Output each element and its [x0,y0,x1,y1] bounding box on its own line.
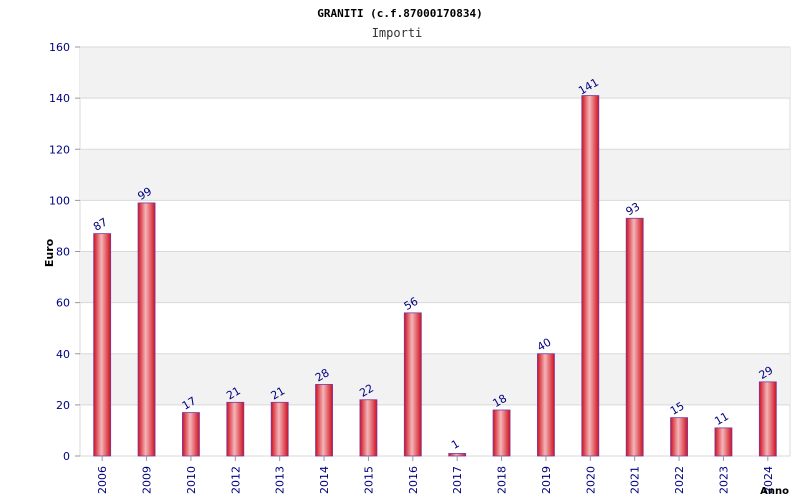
value-label-2021: 93 [624,200,643,218]
x-axis-label: Anno [760,486,789,497]
bar-2006 [93,233,112,457]
bar-2010 [182,412,200,457]
x-tick-label-2016: 2016 [407,466,420,494]
value-label-2013: 21 [269,384,288,402]
y-tick-label: 160 [49,41,70,54]
bar-2023 [714,427,733,457]
x-tick-label-2017: 2017 [451,466,464,494]
value-label-2022: 15 [668,399,687,417]
bar-2021 [625,217,644,457]
bar-2013 [270,401,289,457]
bar-2017 [448,453,467,457]
y-tick-label: 20 [56,399,70,412]
x-tick-label-2023: 2023 [717,466,730,494]
y-tick-label: 40 [56,348,70,361]
x-tick-label-2024: 2024 [762,466,775,494]
y-tick-label: 0 [63,450,70,463]
value-label-2015: 22 [357,382,376,400]
x-axis-ticks: 2006 2009 2010 2012 2013 2014 2015 2016 2017 2018… [96,456,775,494]
x-tick-label-2012: 2012 [229,466,242,494]
bar-2016 [403,312,422,457]
x-tick-label-2009: 2009 [141,466,154,494]
plot-background [79,46,791,457]
y-tick-label: 80 [56,246,70,259]
y-tick-label: 100 [49,194,70,207]
y-tick-label: 60 [56,297,70,310]
y-tick-label: 140 [49,92,70,105]
value-label-2009: 99 [136,185,155,203]
x-tick-label-2010: 2010 [185,466,198,494]
x-tick-label-2019: 2019 [540,466,553,494]
x-tick-label-2020: 2020 [584,466,597,494]
value-label-2019: 40 [535,336,554,354]
x-tick-label-2018: 2018 [496,466,509,494]
y-axis-label: Euro [43,238,56,267]
chart-title: GRANITI (c.f.87000170834) [317,7,483,20]
grid-band [80,251,790,303]
bars [93,95,777,457]
bar-2022 [670,417,688,457]
x-tick-label-2021: 2021 [629,466,642,494]
value-label-2023: 11 [712,410,731,428]
chart-subtitle: Importi [372,26,423,40]
value-label-2010: 17 [180,394,199,412]
bar-2012 [226,401,245,457]
x-tick-label-2022: 2022 [673,466,686,494]
value-label-2014: 28 [313,366,332,384]
grid-band [80,149,790,201]
x-tick-label-2006: 2006 [96,466,109,494]
value-label-2012: 21 [224,384,243,402]
x-tick-label-2015: 2015 [362,466,375,494]
value-label-2024: 29 [757,364,776,382]
bar-2018 [492,409,511,457]
bar-2020 [581,95,600,457]
bar-2015 [359,399,378,457]
x-tick-label-2014: 2014 [318,466,331,494]
grid-band [80,47,790,99]
bar-2019 [537,353,555,457]
value-label-2016: 56 [402,295,421,313]
value-label-2018: 18 [491,392,510,410]
grid-band [80,353,790,405]
bar-2014 [315,384,333,457]
value-label-2006: 87 [91,215,110,233]
bar-2024 [758,381,777,457]
y-tick-label: 120 [49,143,70,156]
y-axis-ticks: 0 20 40 60 80 100 120 140 160 [49,41,70,463]
bar-2009 [137,202,156,457]
x-tick-label-2013: 2013 [274,466,287,494]
